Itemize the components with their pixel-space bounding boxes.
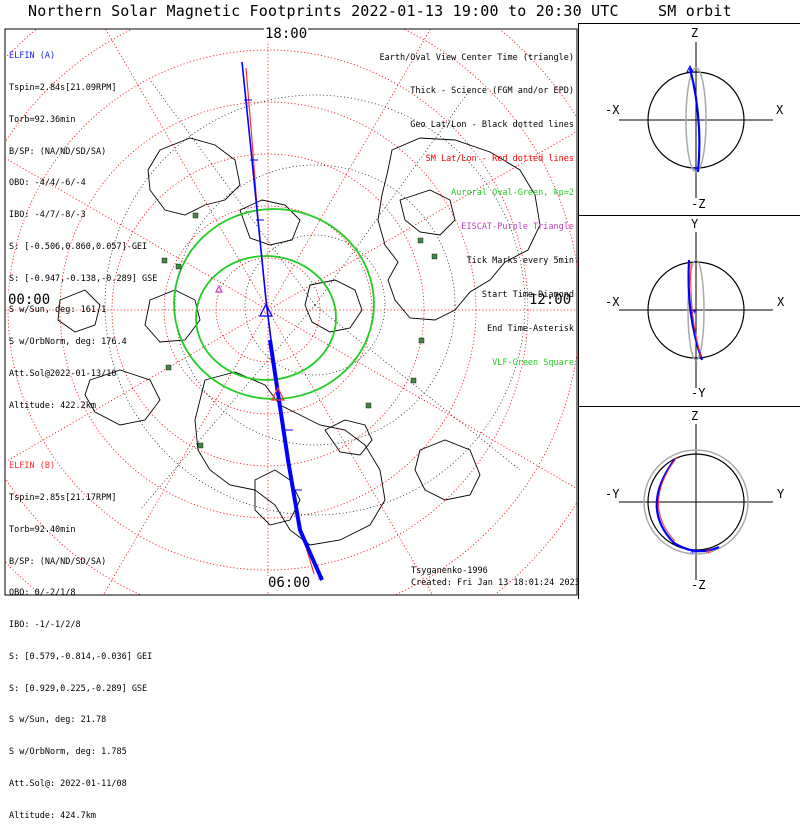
elfin-a-line: S: [-0.947,-0.138,-0.289] GSE: [9, 273, 158, 284]
elfin-a-line: S w/OrbNorm, deg: 176.4: [9, 337, 127, 348]
orbit-xy-top: Y: [691, 217, 699, 231]
created-timestamp: Created: Fri Jan 13 18:01:24 2023: [411, 578, 580, 588]
legend-entry: Earth/Oval View Center Time (triangle): [379, 52, 574, 63]
legend: Earth/Oval View Center Time (triangle) T…: [380, 30, 574, 380]
orbit-yz-left: -Y: [605, 487, 620, 501]
mlt-label-right: 12:00: [528, 292, 573, 308]
auroral-oval: [173, 208, 375, 400]
mlt-label-left: 00:00: [7, 292, 52, 308]
elfin-a-track: [241, 61, 323, 581]
orbit-xz-bottom: -Z: [691, 197, 706, 211]
elfin-a-line: OBO: -4/4/-6/-4: [9, 178, 86, 189]
elfin-a-line: Altitude: 422.2km: [9, 400, 96, 411]
legend-entry: Thick - Science (FGM and/or EPD): [410, 86, 574, 97]
footprint-map: *: [4, 28, 578, 596]
mlt-label-bottom: 06:00: [267, 575, 312, 591]
geo-grid: [104, 79, 526, 516]
elfin-b-line: Altitude: 424.7km: [9, 810, 96, 821]
elfin-a-name: ELFIN (A): [9, 51, 56, 62]
orbit-panel-xy: * Y -Y -X X: [578, 215, 800, 407]
elfin-a-line: B/SP: (NA/ND/SD/SA): [9, 146, 107, 157]
coastlines: [57, 137, 541, 546]
legend-entry: Start Time-Diamond: [481, 289, 574, 300]
view-center-triangle-a: [259, 302, 273, 317]
svg-text:*: *: [689, 547, 696, 560]
svg-text:*: *: [705, 547, 712, 560]
legend-entry: Auroral Oval-Green, kp=2: [451, 188, 574, 199]
orbit-xz-right: X: [776, 103, 784, 117]
elfin-b-name: ELFIN (B): [9, 461, 56, 472]
legend-entry: SM Lat/Lon - Red dotted lines: [425, 154, 574, 165]
orbit-yz-right: Y: [777, 487, 785, 501]
svg-text:*: *: [691, 307, 698, 320]
elfin-b-line: S: [0.579,-0.814,-0.036] GEI: [9, 651, 153, 662]
orbit-xy-right: X: [777, 295, 785, 309]
legend-entry: EISCAT-Purple Triangle: [461, 222, 574, 233]
orbit-panel-xz: * Z -Z -X X: [578, 23, 800, 216]
svg-text:*: *: [693, 164, 700, 177]
elfin-b-line: S: [0.929,0.225,-0.289] GSE: [9, 683, 148, 694]
elfin-a-line: IBO: -4/7/-8/-3: [9, 210, 86, 221]
model-credit: Tsyganenko-1996: [411, 566, 488, 576]
legend-entry: End Time-Asterisk: [487, 323, 574, 334]
elfin-b-line: B/SP: (NA/ND/SD/SA): [9, 556, 107, 567]
elfin-b-track: [245, 67, 315, 575]
legend-entry: VLF-Green Square: [492, 357, 574, 368]
orbit-panel-yz: * * Z -Z -Y Y: [578, 407, 800, 599]
elfin-b-line: Tspin=2.85s[21.17RPM]: [9, 492, 117, 503]
orbit-yz-top: Z: [691, 409, 699, 423]
elfin-a-line: Torb=92.36min: [9, 114, 76, 125]
orbit-yz-bottom: -Z: [691, 578, 706, 592]
elfin-b-line: OBO: 0/-2/1/8: [9, 588, 76, 599]
elfin-b-line: S w/Sun, deg: 21.78: [9, 715, 107, 726]
orbit-xy-bottom: -Y: [691, 386, 706, 400]
elfin-a-line: S w/Sun, deg: 161.1: [9, 305, 107, 316]
vlf-stations: [161, 212, 438, 449]
elfin-b-line: Torb=92.40min: [9, 524, 76, 535]
orbit-xz-left: -X: [605, 103, 620, 117]
elfin-a-line: Att.Sol@2022-01-13/10: [9, 369, 117, 379]
mlt-label-top: 18:00: [264, 26, 309, 42]
orbit-plot-xz: *: [619, 42, 773, 198]
elfin-b-line: S w/OrbNorm, deg: 1.785: [9, 747, 127, 758]
orbit-xy-left: -X: [605, 295, 620, 309]
orbit-xz-top: Z: [691, 26, 699, 40]
elfin-b-line: Att.Sol@: 2022-01-11/08: [9, 779, 127, 789]
orbit-panel-title: SM orbit: [658, 2, 732, 20]
legend-entry: Geo Lat/Lon - Black dotted lines: [410, 120, 574, 131]
orbit-plot-xy: *: [619, 232, 773, 388]
orbit-plot-yz: * *: [619, 424, 773, 580]
end-time-asterisk: *: [317, 573, 324, 587]
elfin-a-line: S: [-0.506,0.860,0.057]-GEI: [9, 241, 148, 252]
elfin-a-line: Tspin=2.84s[21.09RPM]: [9, 82, 117, 93]
main-title: Northern Solar Magnetic Footprints 2022-…: [28, 2, 619, 20]
legend-entry: Tick Marks every 5min: [466, 255, 574, 266]
elfin-b-line: IBO: -1/-1/2/8: [9, 620, 81, 631]
elfin-a-info: ELFIN (A) Tspin=2.84s[21.09RPM] Torb=92.…: [9, 30, 157, 422]
elfin-b-info: ELFIN (B) Tspin=2.85s[21.17RPM] Torb=92.…: [9, 440, 152, 832]
view-center-triangle-b: [271, 386, 285, 401]
elfin-a-science-segment: [268, 339, 324, 581]
eiscat-marker: [215, 284, 223, 293]
track-tick-marks: [244, 99, 302, 491]
